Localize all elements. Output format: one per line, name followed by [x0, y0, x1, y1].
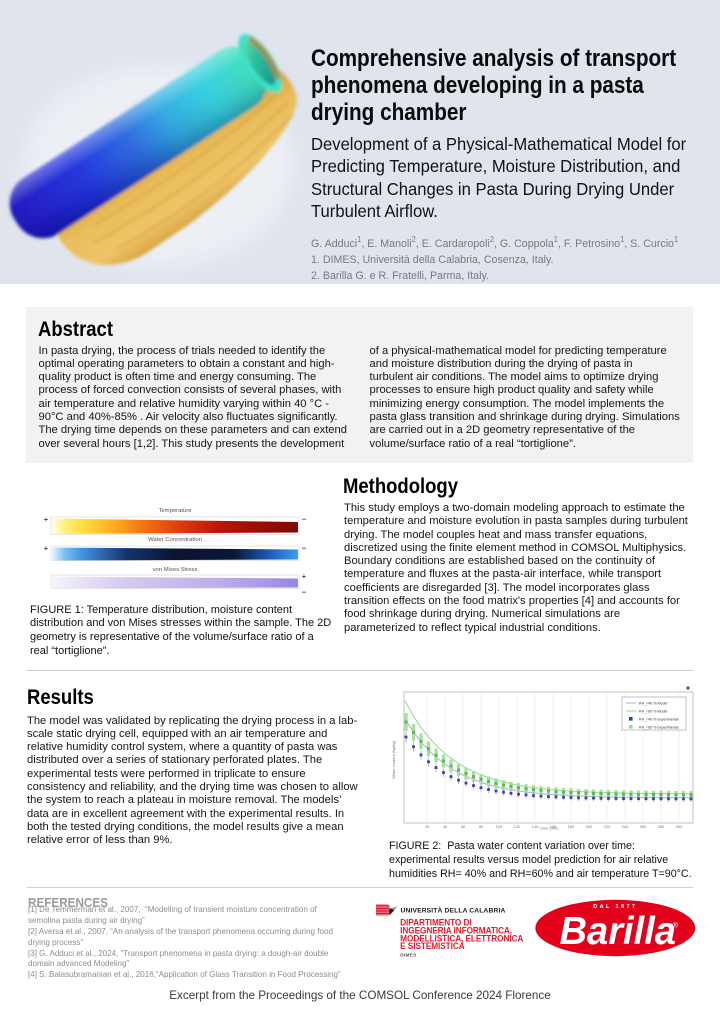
- svg-text:180: 180: [568, 824, 575, 829]
- svg-text:DIMES: DIMES: [400, 952, 416, 957]
- svg-text:60: 60: [461, 824, 466, 829]
- svg-text:RH_=40 % Model: RH_=40 % Model: [639, 701, 667, 705]
- svg-text:−: −: [301, 587, 306, 597]
- svg-text:−: −: [301, 543, 306, 553]
- svg-text:20: 20: [425, 824, 430, 829]
- svg-text:Water content (kg/kg): Water content (kg/kg): [391, 740, 396, 779]
- svg-text:E SISTEMISTICA: E SISTEMISTICA: [400, 941, 465, 952]
- svg-text:+: +: [302, 572, 307, 581]
- svg-text:80: 80: [479, 824, 484, 829]
- svg-text:Temperature: Temperature: [158, 508, 192, 514]
- svg-text:120: 120: [514, 824, 521, 829]
- svg-text:240: 240: [622, 824, 629, 829]
- svg-text:280: 280: [658, 824, 665, 829]
- svg-text:Water Concentration: Water Concentration: [148, 537, 202, 543]
- svg-text:+: +: [44, 515, 49, 524]
- svg-text:160: 160: [550, 824, 557, 829]
- svg-text:MODELLISTICA, ELETTRONICA: MODELLISTICA, ELETTRONICA: [400, 933, 524, 944]
- svg-text:Barilla: Barilla: [560, 910, 677, 953]
- svg-text:RH_=60 % Experimental: RH_=60 % Experimental: [639, 725, 679, 729]
- svg-text:DIPARTIMENTO DI: DIPARTIMENTO DI: [400, 917, 471, 928]
- svg-text:140: 140: [532, 824, 539, 829]
- svg-text:Time (min): Time (min): [540, 826, 560, 831]
- svg-text:RH_=60 % Model: RH_=60 % Model: [639, 709, 667, 713]
- svg-text:UNIVERSITÀ DELLA CALABRIA: UNIVERSITÀ DELLA CALABRIA: [401, 906, 506, 915]
- svg-text:+: +: [44, 544, 49, 553]
- svg-text:INGEGNERIA INFORMATICA,: INGEGNERIA INFORMATICA,: [400, 925, 512, 936]
- svg-text:260: 260: [640, 824, 647, 829]
- svg-text:200: 200: [586, 824, 593, 829]
- svg-text:DAL 1877: DAL 1877: [593, 904, 637, 910]
- svg-text:300: 300: [676, 824, 683, 829]
- svg-text:von Mises Stress: von Mises Stress: [153, 567, 198, 573]
- svg-text:®: ®: [673, 921, 679, 930]
- svg-text:−: −: [301, 514, 306, 524]
- svg-text:40: 40: [443, 824, 448, 829]
- svg-text:220: 220: [604, 824, 611, 829]
- svg-text:RH_=40 % Experimental: RH_=40 % Experimental: [639, 717, 679, 721]
- svg-text:100: 100: [496, 824, 503, 829]
